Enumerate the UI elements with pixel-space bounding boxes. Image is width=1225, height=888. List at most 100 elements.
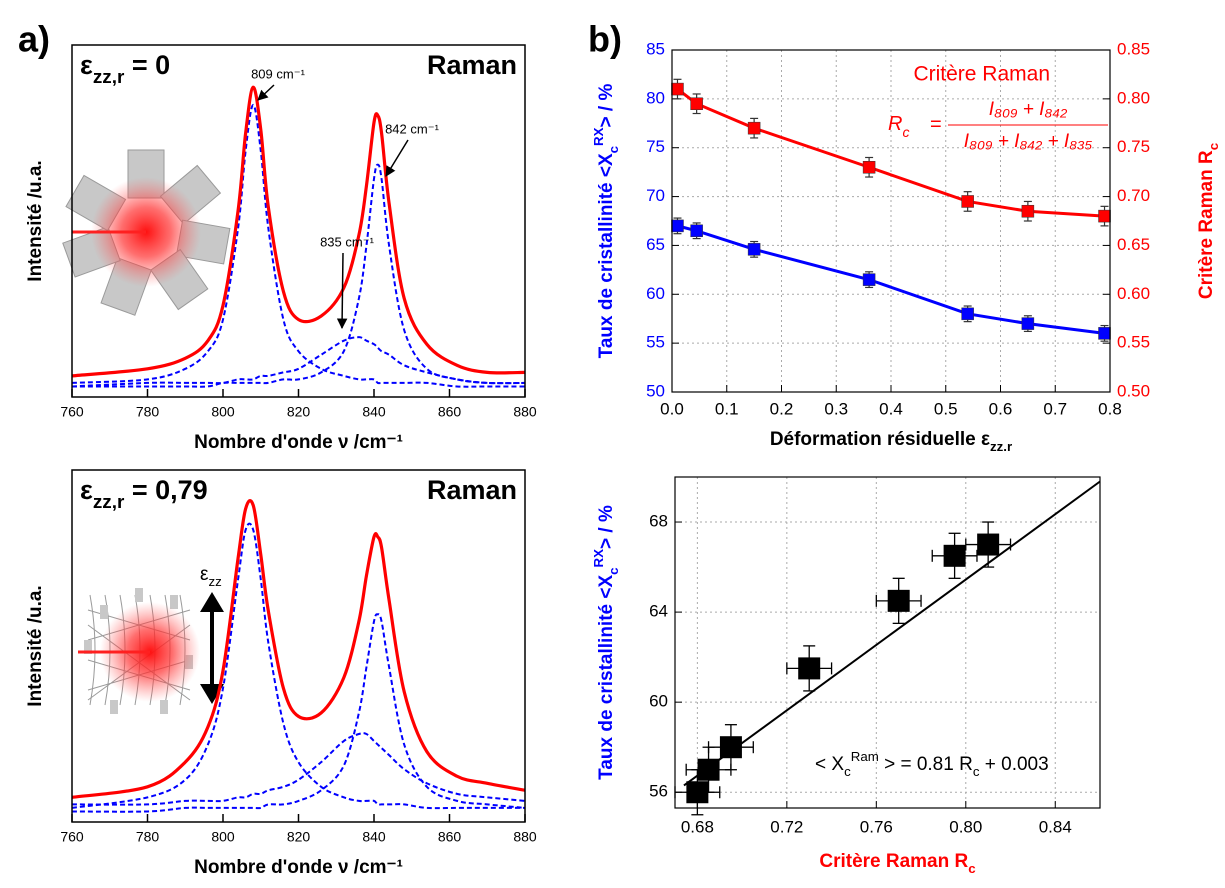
label-part: = 0 xyxy=(124,50,170,80)
label-part: RX xyxy=(591,127,606,146)
y-tick-label: 70 xyxy=(646,186,665,205)
x-axis-label: Déformation résiduelle εzz.r xyxy=(770,429,1012,454)
x-tick-label: 840 xyxy=(362,404,386,420)
annotation-arrow xyxy=(385,139,409,177)
x-tick-label: 0.8 xyxy=(1098,399,1122,418)
y2-tick-label: 0.80 xyxy=(1117,88,1150,107)
label-part: > / % xyxy=(596,505,617,549)
y-axis-label: Taux de cristallinité <XcRX> / % xyxy=(591,84,621,359)
x-tick-label: 800 xyxy=(211,404,235,420)
y2-tick-label: 0.85 xyxy=(1117,39,1150,58)
plot-frame xyxy=(674,476,1101,809)
y2-tick-label: 0.55 xyxy=(1117,333,1150,352)
x-tick-label: 0.5 xyxy=(934,399,958,418)
strain-label: εzz,r = 0 xyxy=(80,50,170,87)
strain-axis-label: εzz xyxy=(200,564,222,589)
marker xyxy=(798,657,821,680)
marker xyxy=(747,121,761,135)
x-tick-label: 0.80 xyxy=(949,817,982,836)
peak-annotation: 842 cm⁻¹ xyxy=(385,121,439,136)
marker xyxy=(887,589,910,612)
annotation-arrow xyxy=(336,252,348,330)
label-part: Ram xyxy=(851,749,879,764)
x-tick-label: 0.72 xyxy=(770,817,803,836)
formula-lhs: Rc xyxy=(888,113,909,139)
y-tick-label: 50 xyxy=(646,381,665,400)
marker xyxy=(671,82,684,96)
x-tick-label: 780 xyxy=(136,404,160,420)
label-part: > / % xyxy=(596,84,617,128)
marker xyxy=(1098,209,1111,223)
formula-eq: = xyxy=(930,113,942,135)
x-tick-label: 820 xyxy=(287,829,311,845)
x-tick-label: 0.6 xyxy=(989,399,1013,418)
label-part: Taux de cristallinité <X xyxy=(596,575,617,780)
fit-line xyxy=(683,480,1101,787)
label-part: c xyxy=(973,764,980,779)
x-tick-label: 840 xyxy=(362,829,386,845)
y2-axis-label: Critère Raman Rc xyxy=(1196,143,1221,299)
marker xyxy=(961,195,974,208)
component-line xyxy=(71,522,525,810)
label-part: Taux de cristallinité <X xyxy=(596,153,617,358)
label-part: < X xyxy=(815,754,844,775)
peak-annotation: 835 cm⁻¹ xyxy=(320,234,374,249)
label-part: c xyxy=(844,764,851,779)
peak-annotation: 809 cm⁻¹ xyxy=(251,66,305,81)
component-line xyxy=(71,103,525,388)
y-axis-label: Intensité /u.a. xyxy=(25,160,46,281)
marker xyxy=(690,224,703,238)
y-tick-label: 60 xyxy=(646,284,665,303)
x-tick-label: 780 xyxy=(136,829,160,845)
y-tick-label: 64 xyxy=(649,602,668,621)
y-tick-label: 65 xyxy=(646,235,665,254)
label-part: zz,r xyxy=(93,67,125,88)
plot-frame xyxy=(71,44,526,398)
label-part: Critère Raman R xyxy=(819,851,968,872)
y-tick-label: 80 xyxy=(646,88,665,107)
fiber-illustration xyxy=(62,149,231,316)
y2-tick-label: 0.65 xyxy=(1117,235,1150,254)
label-part: c xyxy=(902,124,909,140)
x-tick-label: 0.7 xyxy=(1043,399,1067,418)
y-tick-label: 68 xyxy=(649,512,668,531)
x-tick-label: 880 xyxy=(513,829,537,845)
x-tick-label: 0.4 xyxy=(879,399,903,418)
label-part: = 0,79 xyxy=(124,475,207,505)
y2-tick-label: 0.60 xyxy=(1117,284,1150,303)
label-part: c xyxy=(1206,143,1221,150)
component-line xyxy=(71,163,526,388)
label-part: + 0.003 xyxy=(979,754,1048,775)
label-part: c xyxy=(606,146,621,153)
marker xyxy=(961,307,974,321)
y-tick-label: 85 xyxy=(646,39,665,58)
method-label: Raman xyxy=(427,475,517,505)
y2-tick-label: 0.70 xyxy=(1117,186,1150,205)
y-tick-label: 60 xyxy=(649,692,668,711)
label-part: R xyxy=(888,113,902,135)
x-tick-label: 0.0 xyxy=(660,399,684,418)
label-part: RX xyxy=(591,549,606,568)
label-part: zz xyxy=(208,574,221,589)
marker xyxy=(977,533,1000,556)
label-part: ε xyxy=(200,564,209,585)
panel-label: a) xyxy=(18,19,50,60)
plot-frame xyxy=(71,469,526,823)
label-part: c xyxy=(606,567,621,574)
component-line xyxy=(71,613,526,813)
marker xyxy=(1021,317,1035,330)
mesh-illustration xyxy=(78,588,224,714)
panel-label: b) xyxy=(588,19,622,60)
label-part: ε xyxy=(80,50,93,80)
x-tick-label: 820 xyxy=(287,404,311,420)
x-tick-label: 0.2 xyxy=(770,399,794,418)
marker xyxy=(690,97,703,110)
x-tick-label: 0.3 xyxy=(824,399,848,418)
marker xyxy=(719,736,742,759)
x-tick-label: 860 xyxy=(438,829,462,845)
y-axis-label: Taux de cristallinité <XcRX> / % xyxy=(591,505,621,780)
label-part: > = 0.81 R xyxy=(879,754,973,775)
marker xyxy=(862,273,876,286)
